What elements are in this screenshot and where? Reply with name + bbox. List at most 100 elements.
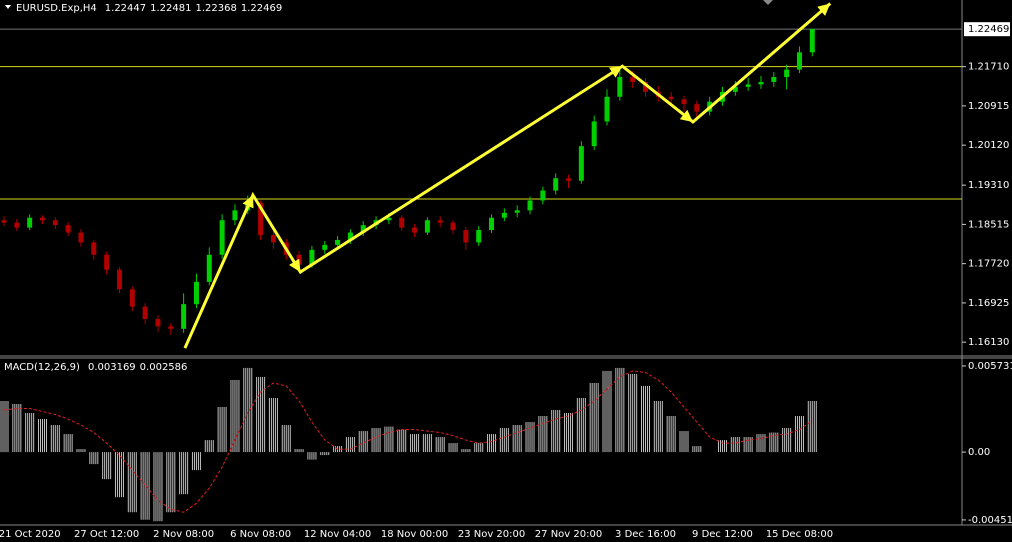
x-tick-label: 27 Nov 20:00: [535, 529, 602, 540]
y-tick-label: 0.00: [968, 447, 990, 458]
candle-body: [643, 81, 648, 92]
candle-body: [604, 96, 610, 122]
x-tick-label: 9 Dec 12:00: [692, 529, 753, 540]
candle-body: [668, 96, 674, 100]
x-tick-label: 15 Dec 08:00: [766, 529, 833, 540]
last-price-label: 1.22469: [968, 24, 1009, 35]
candle-body: [335, 239, 341, 245]
candle-body: [450, 222, 456, 231]
x-tick-label: 6 Nov 08:00: [230, 529, 291, 540]
candle-body: [489, 217, 495, 231]
candle-body: [796, 52, 802, 70]
y-tick-label: 1.20915: [968, 101, 1009, 112]
candle-body: [386, 217, 392, 221]
candle-body: [14, 222, 20, 228]
candle-body: [758, 81, 764, 85]
y-tick-label: 1.21710: [968, 62, 1009, 73]
candle-body: [591, 121, 597, 147]
candle-body: [424, 220, 430, 233]
candle-body: [553, 178, 559, 191]
candle-body: [771, 77, 777, 82]
candle-body: [347, 232, 353, 240]
candle-body: [437, 220, 443, 223]
candle-body: [181, 304, 187, 329]
candle-body: [91, 242, 97, 255]
candle-body: [809, 29, 815, 53]
candle-body: [630, 77, 636, 82]
signal-line: [3, 370, 813, 513]
candle-body: [270, 235, 276, 243]
x-tick-label: 27 Oct 12:00: [74, 529, 139, 540]
candle-body: [104, 254, 110, 270]
candle-body: [322, 244, 328, 250]
candle-body: [476, 230, 482, 243]
candle-body: [193, 281, 199, 305]
header-title: MACD(12,26,9): [4, 362, 80, 373]
candle-body: [168, 326, 174, 329]
candle-body: [129, 289, 135, 307]
y-tick-label: -0.004512: [968, 515, 1012, 526]
x-tick-label: 18 Nov 00:00: [381, 529, 448, 540]
candle-body: [399, 217, 405, 228]
header-value: 1.22368: [196, 3, 237, 14]
candle-body: [27, 217, 33, 228]
candle-body: [232, 210, 238, 221]
candle-body: [617, 77, 623, 97]
arrow-head: [679, 109, 693, 122]
y-tick-label: 0.005731: [968, 361, 1012, 372]
symbol-header: EURUSD.Exp,H4 1.22447 1.22481 1.22368 1.2246…: [16, 3, 282, 14]
x-tick-label: 23 Nov 20:00: [458, 529, 525, 540]
candle-body: [258, 202, 264, 236]
y-tick-label: 1.17720: [968, 259, 1009, 270]
x-tick-label: 2 Nov 08:00: [153, 529, 214, 540]
arrow-head: [817, 3, 831, 16]
menu-triangle[interactable]: [5, 5, 11, 9]
shift-marker: [763, 0, 773, 5]
candle-body: [681, 99, 687, 105]
arrow-head: [609, 66, 623, 78]
x-tick-label: 3 Dec 16:00: [615, 529, 676, 540]
header-value: 1.22469: [241, 3, 282, 14]
header-value: 0.003169: [88, 362, 136, 373]
candle-body: [65, 225, 71, 233]
candle-body: [784, 69, 790, 78]
candle-body: [309, 249, 315, 265]
candle-body: [514, 210, 520, 213]
y-tick-label: 1.19310: [968, 180, 1009, 191]
candle-body: [566, 178, 572, 181]
candle-body: [540, 190, 546, 201]
y-tick-label: 1.16130: [968, 337, 1009, 348]
candle-body: [1, 220, 7, 223]
candle-body: [694, 104, 700, 112]
candle-body: [116, 269, 122, 290]
candle-body: [39, 217, 45, 221]
arrow-head: [242, 195, 254, 209]
candle-body: [360, 225, 366, 233]
candle-body: [206, 254, 212, 282]
candle-body: [219, 220, 225, 255]
y-tick-label: 1.16925: [968, 298, 1009, 309]
candle-body: [52, 220, 58, 226]
candle-body: [527, 200, 533, 211]
x-tick-label: 12 Nov 04:00: [304, 529, 371, 540]
header-title: EURUSD.Exp,H4: [16, 3, 97, 14]
header-value: 1.22447: [105, 3, 146, 14]
y-tick-label: 1.18515: [968, 219, 1009, 230]
y-tick-label: 1.20120: [968, 140, 1009, 151]
candle-body: [142, 306, 148, 319]
candle-body: [745, 84, 751, 87]
candle-body: [578, 146, 584, 181]
indicator-header: MACD(12,26,9) 0.003169 0.002586: [4, 362, 187, 373]
candle-body: [463, 230, 469, 243]
candle-body: [155, 318, 161, 327]
candle-body: [501, 212, 507, 218]
x-tick-label: 21 Oct 2020: [0, 529, 61, 540]
header-value: 1.22481: [150, 3, 191, 14]
candle-body: [732, 86, 738, 92]
trend-arrow: [183, 2, 832, 349]
last-price-box: [964, 22, 1010, 37]
header-value: 0.002586: [140, 362, 188, 373]
candle-body: [412, 227, 418, 233]
